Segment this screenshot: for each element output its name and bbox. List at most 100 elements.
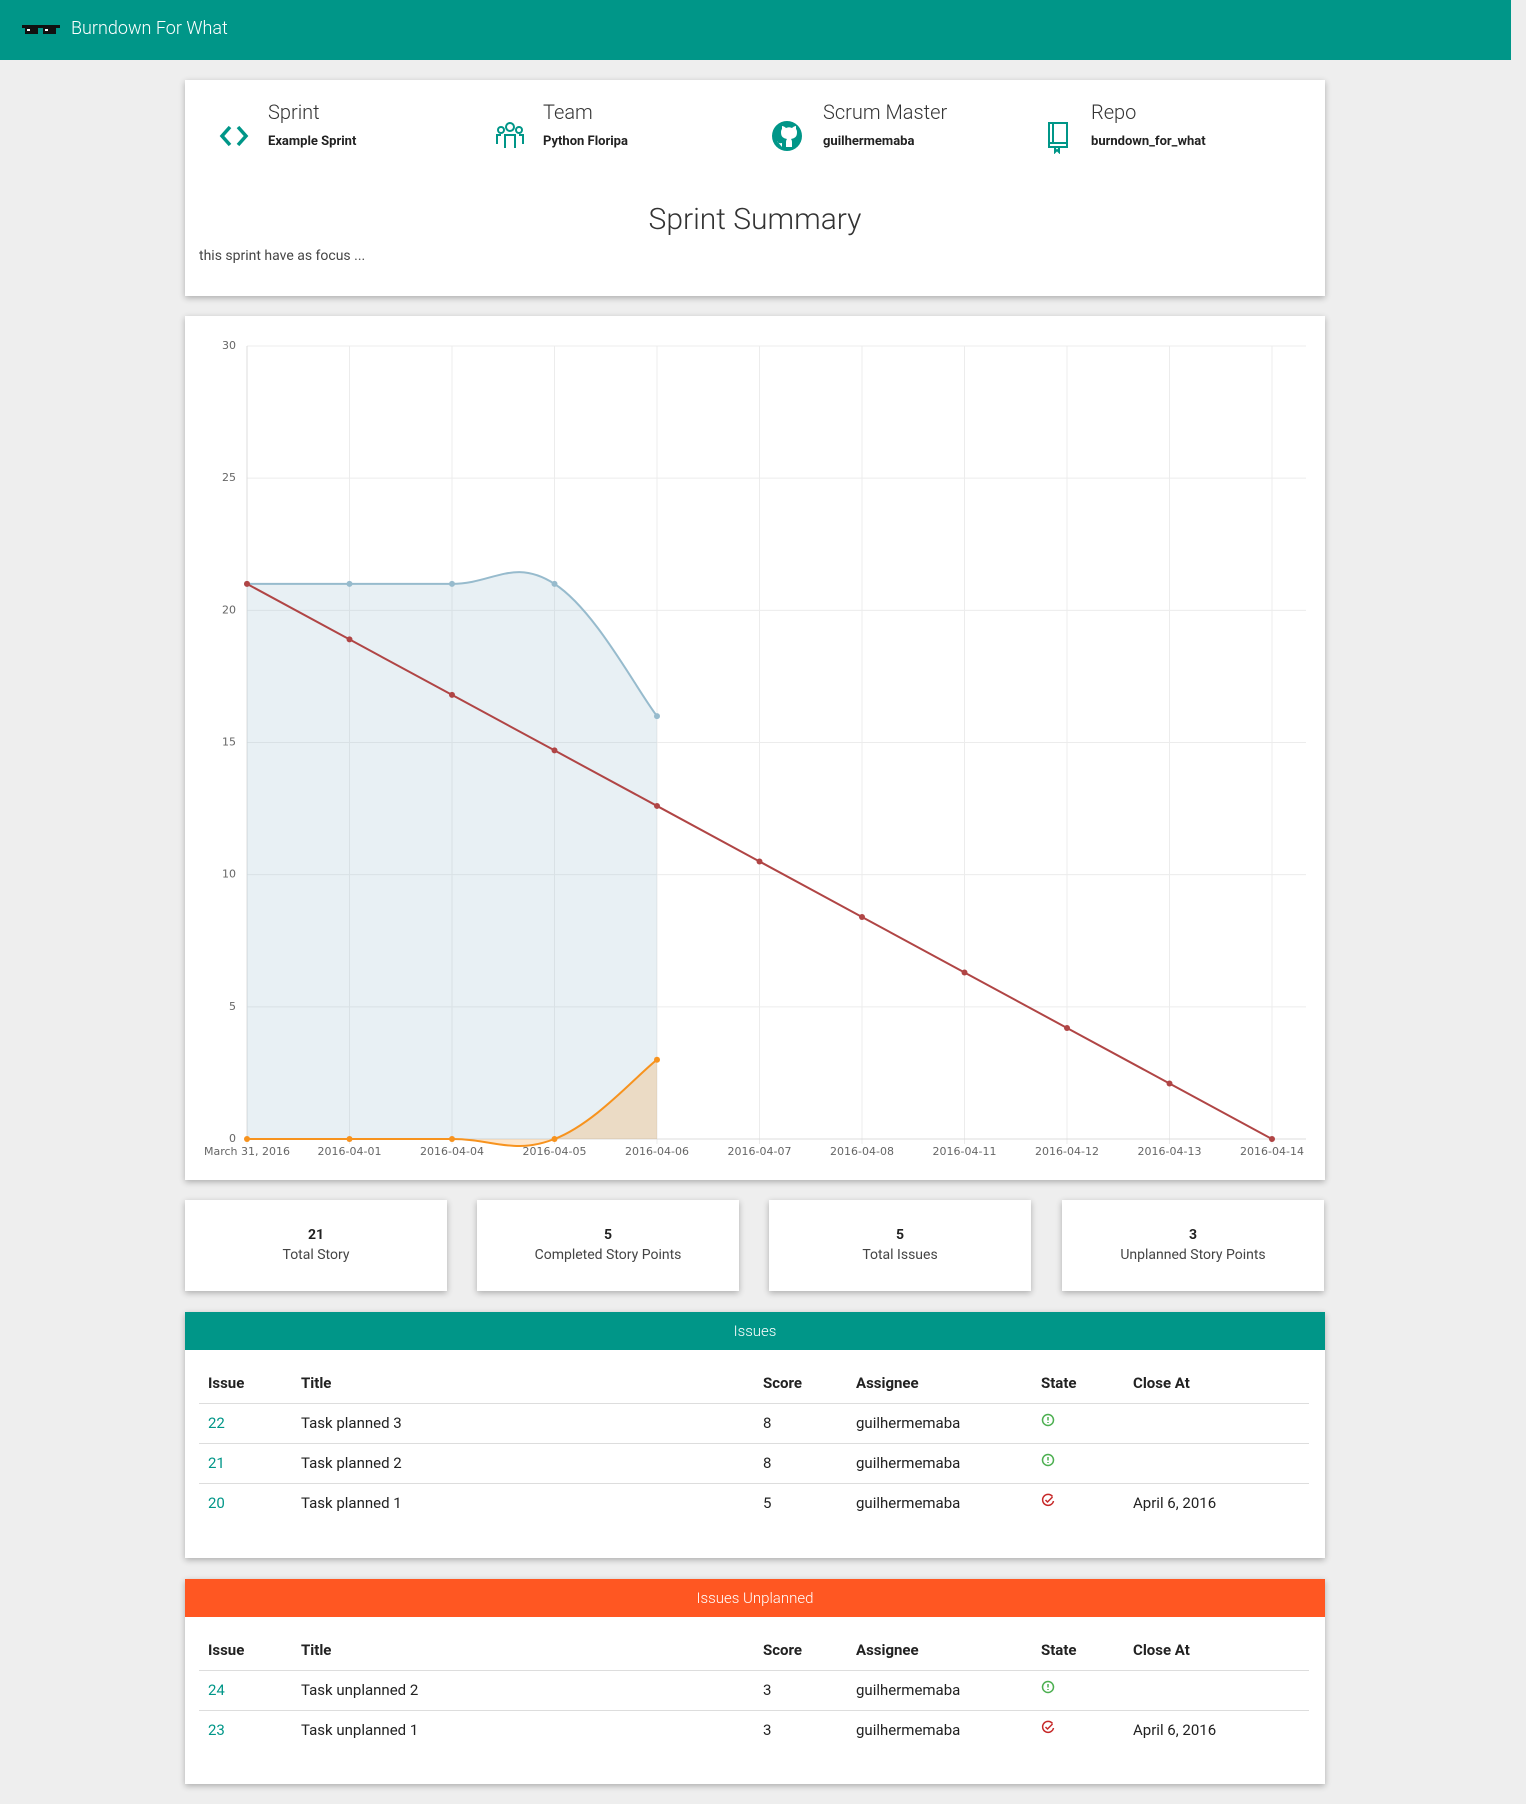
issue-score: 8	[763, 1454, 772, 1472]
column-header: Issue	[208, 1641, 245, 1659]
stat-card: 5 Total Issues	[769, 1200, 1031, 1291]
chart-card: 0 5 10 15 20 25 30 March 31, 2016 2016-04-01 2016…	[185, 316, 1325, 1180]
x-tick-label: 2016-04-01	[318, 1145, 382, 1158]
code-icon	[219, 125, 249, 147]
column-header: Assignee	[856, 1374, 919, 1392]
stat-value: 5	[603, 1227, 613, 1243]
column-header: Close At	[1133, 1641, 1190, 1659]
point	[346, 580, 353, 587]
column-header: Score	[763, 1641, 802, 1659]
info-value: burndown_for_what	[1091, 134, 1206, 149]
issue-assignee: guilhermemaba	[856, 1454, 961, 1472]
issue-link[interactable]: 20	[208, 1494, 225, 1512]
open-icon	[1041, 1680, 1055, 1694]
point	[346, 1136, 353, 1142]
issue-close-at: April 6, 2016	[1133, 1721, 1217, 1739]
column-header: State	[1041, 1641, 1077, 1659]
issue-link[interactable]: 21	[208, 1454, 225, 1472]
y-tick-label: 10	[222, 868, 236, 881]
point	[654, 1056, 660, 1063]
point	[244, 1136, 250, 1142]
issues-panel: Issues Issue Title Score Assignee State …	[185, 1312, 1325, 1558]
stat-label: Total Issues	[862, 1247, 938, 1263]
issue-link[interactable]: 23	[208, 1721, 225, 1739]
issue-assignee: guilhermemaba	[856, 1721, 961, 1739]
panel-title: Issues Unplanned	[185, 1579, 1325, 1617]
open-icon	[1041, 1453, 1055, 1467]
issue-score: 5	[763, 1494, 772, 1512]
repo-icon	[1048, 122, 1068, 154]
closed-icon	[1041, 1493, 1055, 1507]
column-header: Close At	[1133, 1374, 1190, 1392]
row-separator	[199, 1483, 1309, 1484]
y-tick-label: 0	[229, 1132, 236, 1145]
column-header: Title	[301, 1374, 332, 1392]
issue-score: 3	[763, 1681, 772, 1699]
info-label: Sprint	[268, 100, 320, 124]
x-tick-label: 2016-04-06	[625, 1145, 689, 1158]
point	[449, 580, 455, 587]
point	[244, 580, 250, 587]
stat-label: Completed Story Points	[534, 1247, 682, 1263]
issue-assignee: guilhermemaba	[856, 1681, 961, 1699]
info-value: Python Floripa	[543, 134, 628, 149]
point	[756, 858, 763, 865]
x-tick-label: March 31, 2016	[204, 1145, 290, 1158]
point	[1166, 1080, 1173, 1087]
sprint-card: Sprint Example Sprint Team Python Florip…	[185, 80, 1325, 296]
line	[247, 571, 658, 717]
issue-link[interactable]: 24	[208, 1681, 225, 1699]
stat-value: 5	[895, 1227, 905, 1243]
issue-score: 8	[763, 1414, 772, 1432]
column-header: Assignee	[856, 1641, 919, 1659]
area	[247, 1059, 657, 1147]
x-tick-label: 2016-04-14	[1240, 1145, 1304, 1158]
row-separator	[199, 1443, 1309, 1444]
point	[1064, 1024, 1070, 1031]
y-tick-label: 5	[229, 1000, 236, 1013]
point	[961, 969, 968, 976]
app-title[interactable]: Burndown For What	[71, 18, 228, 39]
stat-card: 3 Unplanned Story Points	[1062, 1200, 1324, 1291]
info-value: Example Sprint	[268, 134, 357, 149]
summary-text: this sprint have as focus ...	[199, 248, 366, 264]
x-tick-label: 2016-04-12	[1035, 1145, 1099, 1158]
point	[551, 1136, 558, 1142]
github-icon	[772, 121, 802, 151]
x-tick-label: 2016-04-07	[728, 1145, 792, 1158]
issue-link[interactable]: 22	[208, 1414, 225, 1432]
info-label: Repo	[1091, 100, 1137, 124]
navbar: Burndown For What	[0, 0, 1511, 60]
y-tick-label: 30	[222, 339, 236, 352]
issue-title: Task unplanned 1	[301, 1721, 419, 1739]
point	[449, 1136, 455, 1142]
closed-icon	[1041, 1720, 1055, 1734]
issue-assignee: guilhermemaba	[856, 1494, 961, 1512]
column-header: Issue	[208, 1374, 245, 1392]
team-icon	[496, 122, 524, 148]
issue-title: Task planned 2	[301, 1454, 402, 1472]
row-separator	[199, 1403, 1309, 1404]
info-label: Scrum Master	[823, 100, 948, 124]
summary-title: Sprint Summary	[648, 202, 862, 237]
stat-value: 21	[307, 1227, 325, 1243]
logo	[22, 25, 60, 34]
x-tick-label: 2016-04-04	[420, 1145, 484, 1158]
issue-title: Task unplanned 2	[301, 1681, 419, 1699]
column-header: Title	[301, 1641, 332, 1659]
y-tick-label: 15	[222, 736, 236, 749]
stat-value: 3	[1188, 1227, 1198, 1243]
panel-title: Issues	[185, 1312, 1325, 1350]
issue-assignee: guilhermemaba	[856, 1414, 961, 1432]
point	[1269, 1136, 1275, 1142]
x-tick-label: 2016-04-13	[1138, 1145, 1202, 1158]
y-tick-label: 25	[222, 471, 236, 484]
point	[654, 713, 660, 720]
issue-title: Task planned 3	[301, 1414, 402, 1432]
x-tick-label: 2016-04-05	[523, 1145, 587, 1158]
stat-label: Total Story	[282, 1247, 350, 1263]
point	[346, 636, 353, 643]
x-tick-label: 2016-04-08	[830, 1145, 894, 1158]
area	[247, 572, 657, 1139]
x-tick-label: 2016-04-11	[933, 1145, 997, 1158]
